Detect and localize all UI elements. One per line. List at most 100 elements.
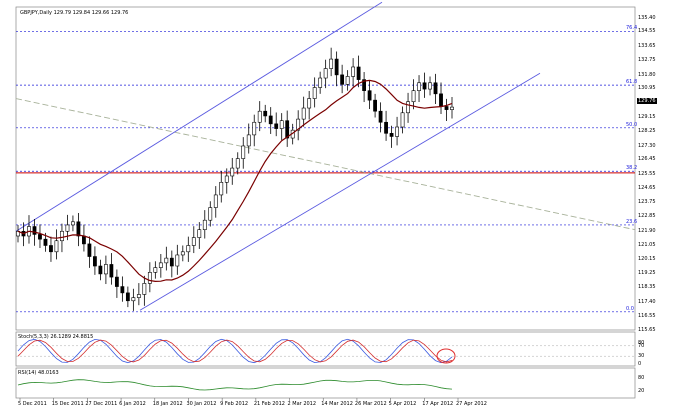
price-tick: 132.75 — [638, 56, 656, 63]
candle-body — [219, 181, 224, 196]
candle-body — [136, 294, 141, 298]
stoch-highlight-circle — [436, 348, 456, 364]
stoch-tick: 30 — [638, 353, 645, 360]
candle-body — [60, 230, 64, 242]
price-tick: 122.85 — [638, 213, 656, 220]
candle-body — [301, 107, 306, 120]
candle-body — [142, 283, 147, 295]
price-tick: 128.25 — [638, 127, 656, 134]
candle-body — [153, 267, 158, 273]
stoch-label: Stoch(5,3,3) 26.1289 24.8815 — [18, 334, 94, 340]
current-price-marker: 129.76 — [637, 98, 657, 104]
time-ticks — [19, 398, 459, 401]
candle-body — [268, 115, 273, 125]
candle-body — [49, 245, 53, 253]
trend-lines[interactable] — [15, 1, 636, 311]
candle-body — [351, 66, 356, 77]
candle-body — [114, 276, 119, 287]
time-tick: 27 Dec 2011 — [85, 401, 118, 407]
candle-body — [417, 82, 421, 91]
candle-body — [246, 134, 251, 147]
rsi-tick: 20 — [638, 388, 645, 395]
price-tick: 126.45 — [638, 156, 656, 163]
candle-body — [340, 74, 345, 85]
price-tick: 135.40 — [638, 15, 656, 21]
fib-label: 0.0 — [626, 305, 634, 312]
candle-body — [180, 251, 185, 256]
fib-label: 61.8 — [626, 79, 638, 86]
channel-upper-line — [15, 1, 383, 232]
price-tick: 117.40 — [638, 299, 656, 306]
candle-body — [323, 68, 328, 79]
candle-body — [186, 245, 191, 253]
candle-body — [362, 79, 367, 91]
candle-body — [202, 219, 207, 230]
price-tick: 119.25 — [638, 270, 656, 277]
candle-body — [257, 110, 262, 123]
candle-body — [120, 286, 125, 294]
rsi-tick: 80 — [638, 374, 645, 381]
candle-body — [329, 58, 334, 69]
candle-body — [312, 87, 317, 99]
time-tick: 27 Apr 2012 — [456, 401, 487, 407]
candle-body — [32, 226, 37, 235]
price-tick: 118.35 — [638, 284, 656, 291]
candle-body — [158, 262, 163, 268]
descending-trendline — [15, 98, 636, 231]
candle-body — [274, 123, 279, 129]
time-tick: 26 Mar 2012 — [354, 401, 387, 407]
fib-label: 50.0 — [626, 121, 638, 128]
candle-body — [428, 82, 432, 90]
time-tick: 14 Mar 2012 — [321, 401, 353, 407]
candle-body — [87, 243, 92, 257]
candle-body — [147, 272, 152, 284]
price-tick: 131.80 — [638, 71, 656, 78]
candle-body — [400, 112, 405, 128]
stoch-tick: 70 — [638, 342, 645, 349]
time-tick: 5 Apr 2012 — [388, 401, 417, 407]
candle-body — [384, 121, 388, 134]
candle-body — [406, 101, 410, 114]
candle-body — [76, 221, 81, 237]
fib-label: 23.6 — [626, 218, 638, 225]
candle-body — [230, 167, 235, 177]
rsi-label: RSI(14) 48.0163 — [18, 370, 59, 376]
candle-body — [367, 90, 372, 101]
time-tick: 6 Jan 2012 — [119, 401, 146, 407]
candle-body — [197, 229, 202, 238]
candle-body — [450, 106, 454, 110]
candle-body — [285, 120, 290, 139]
candle-body — [395, 126, 399, 137]
candle-body — [109, 264, 114, 278]
candle-body — [252, 121, 257, 136]
price-tick: 123.75 — [638, 199, 656, 206]
candle-body — [224, 175, 229, 183]
ma-line — [17, 79, 453, 283]
candle-body — [169, 257, 174, 267]
stoch-tick: 0 — [638, 361, 642, 367]
candle-body — [433, 82, 438, 95]
price-tick: 133.65 — [638, 42, 656, 49]
candle-body — [16, 230, 20, 237]
candle-body — [439, 93, 443, 107]
price-tick: 129.15 — [638, 113, 656, 120]
candle-body — [318, 77, 323, 88]
candle-body — [389, 133, 394, 137]
candle-body — [98, 265, 103, 275]
price-tick: 127.30 — [638, 142, 656, 149]
stoch-signal-line — [17, 339, 453, 363]
time-tick: 18 Jan 2012 — [152, 401, 183, 407]
time-tick: 17 Apr 2012 — [422, 401, 454, 407]
candle-body — [71, 221, 75, 226]
stoch-pane[interactable] — [15, 331, 636, 367]
candle-body — [411, 90, 416, 103]
rsi-pane[interactable] — [15, 367, 636, 399]
candle-body — [378, 110, 383, 123]
price-tick: 134.55 — [638, 28, 656, 35]
main-pane[interactable] — [15, 6, 636, 331]
candle-body — [93, 256, 97, 267]
price-tick: 121.90 — [638, 228, 656, 235]
candle-body — [208, 207, 213, 221]
